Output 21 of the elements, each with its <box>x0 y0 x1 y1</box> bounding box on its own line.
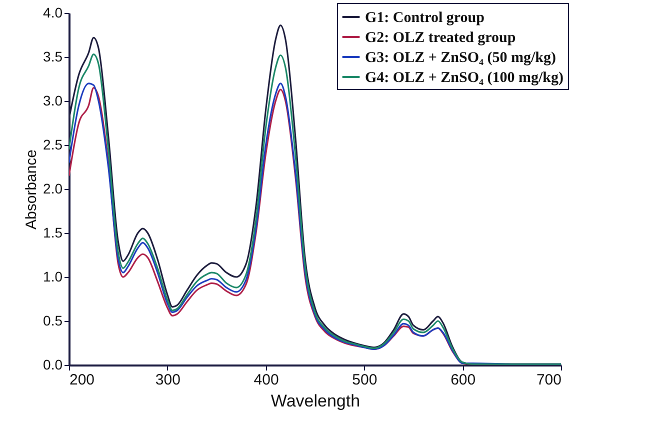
y-tick-label: 3.0 <box>43 92 63 108</box>
legend-label: G4: OLZ + ZnSO₄ (100 mg/kg) <box>365 70 564 86</box>
legend-label: G1: Control group <box>365 10 484 26</box>
y-tick-label: 4.0 <box>43 4 63 20</box>
y-tick-label: 2.0 <box>43 180 63 196</box>
x-tick-label: 400 <box>254 372 279 388</box>
x-axis-title: Wavelength <box>270 392 360 410</box>
y-tick-label: 3.5 <box>43 48 63 64</box>
x-tick-label: 500 <box>352 372 378 388</box>
legend-label: G3: OLZ + ZnSO₄ (50 mg/kg) <box>365 50 556 66</box>
x-tick-label: 700 <box>536 372 562 388</box>
x-tick-label: 600 <box>450 372 476 388</box>
x-tick-label: 200 <box>70 372 95 388</box>
y-tick-label: 2.5 <box>43 136 63 152</box>
y-tick-label: 1.5 <box>43 224 63 240</box>
y-tick-label: 0.5 <box>43 312 63 328</box>
y-tick-label: 1.0 <box>43 268 63 284</box>
y-tick-label: 0.0 <box>43 356 63 372</box>
legend-label: G2: OLZ treated group <box>365 30 516 46</box>
x-tick-label: 300 <box>155 372 180 388</box>
y-axis-title: Absorbance <box>23 149 40 230</box>
